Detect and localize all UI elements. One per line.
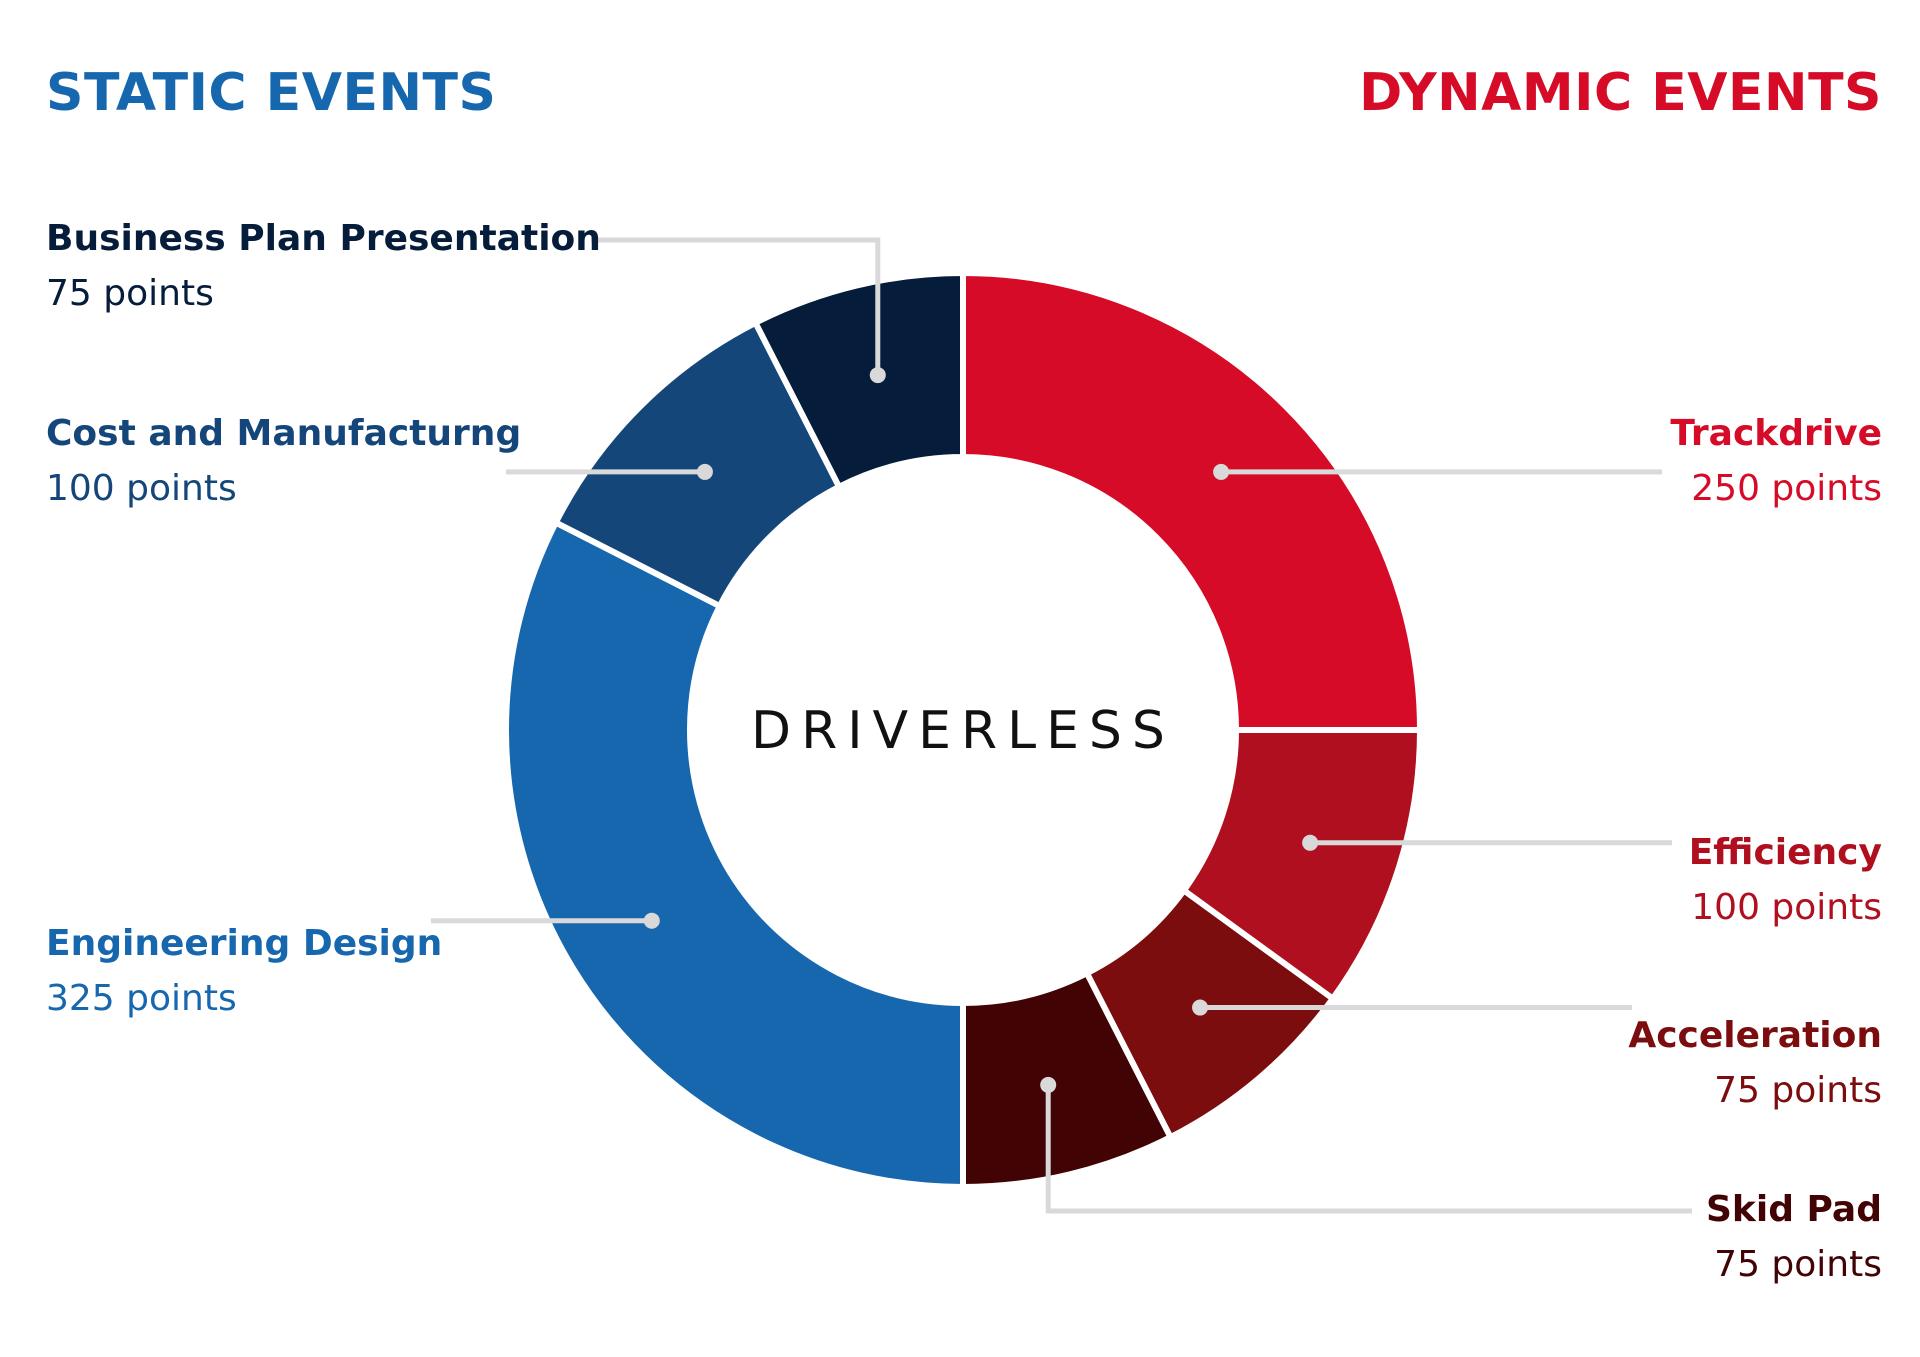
leader-lines-layer — [431, 237, 1692, 1214]
label-acceleration: Acceleration — [1628, 1015, 1882, 1056]
label-engineering-design: Engineering Design — [46, 923, 442, 964]
leader-dot-engineering-design — [643, 912, 660, 929]
dynamic-events-title: DYNAMIC EVENTS — [1359, 63, 1882, 123]
label-efficiency: Efficiency — [1689, 832, 1882, 873]
center-label: DRIVERLESS — [751, 701, 1175, 761]
slice-engineering-design — [503, 518, 966, 1191]
points-cost-and-manufacturng: 100 points — [46, 468, 237, 509]
leader-dot-business-plan-presentation — [869, 367, 886, 384]
points-trackdrive: 250 points — [1691, 468, 1882, 509]
slices-layer — [503, 269, 1424, 1191]
label-cost-and-manufacturng: Cost and Manufacturng — [46, 413, 521, 454]
static-events-title: STATIC EVENTS — [46, 63, 496, 123]
label-skid-pad: Skid Pad — [1706, 1189, 1882, 1230]
label-trackdrive: Trackdrive — [1670, 413, 1882, 454]
points-acceleration: 75 points — [1714, 1070, 1882, 1111]
leader-dot-cost-and-manufacturng — [696, 463, 713, 480]
points-business-plan-presentation: 75 points — [46, 273, 214, 314]
points-engineering-design: 325 points — [46, 978, 237, 1019]
slice-trackdrive — [960, 269, 1424, 733]
label-business-plan-presentation: Business Plan Presentation — [46, 218, 601, 259]
leader-dot-acceleration — [1192, 999, 1209, 1016]
leader-dot-skid-pad — [1040, 1076, 1057, 1093]
leader-line-business-plan-presentation — [591, 237, 881, 376]
labels-layer: Trackdrive 250 points Efficiency 100 points… — [46, 218, 1882, 1285]
points-efficiency: 100 points — [1691, 887, 1882, 928]
leader-dot-trackdrive — [1213, 463, 1230, 480]
leader-line-skid-pad — [1045, 1084, 1692, 1214]
slice-business-plan-presentation — [751, 269, 966, 491]
leader-dot-efficiency — [1302, 834, 1319, 851]
points-skid-pad: 75 points — [1714, 1244, 1882, 1285]
